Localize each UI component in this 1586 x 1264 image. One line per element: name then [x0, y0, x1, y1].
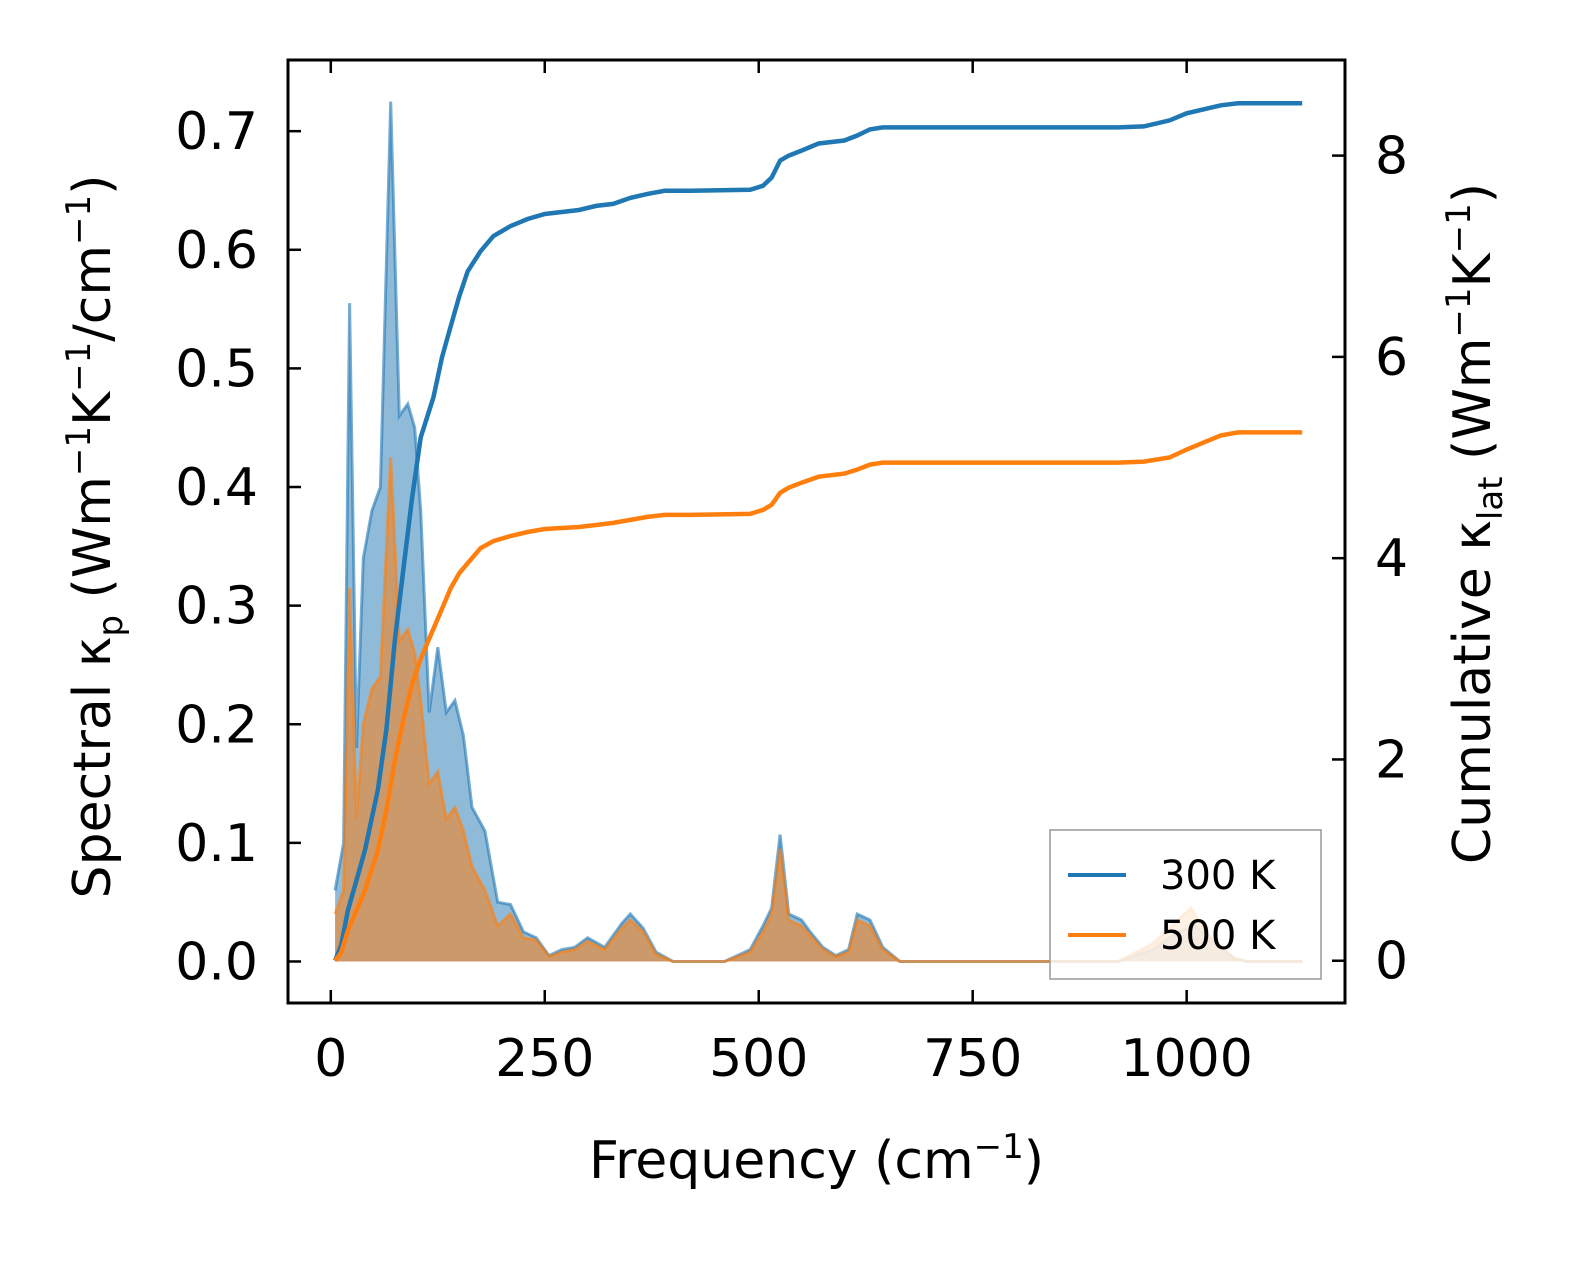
x-axis-title-main: Frequency (cm [589, 1131, 974, 1191]
axis-title-part: −1 [59, 342, 99, 392]
x-axis-title-end: ) [1024, 1131, 1044, 1191]
axis-title-part: ) [63, 175, 123, 195]
legend-label-300k: 300 K [1160, 853, 1277, 899]
x-tick-label: 500 [709, 1029, 808, 1089]
axis-title-part: lat [1471, 476, 1511, 520]
data-lines [333, 101, 1303, 963]
cumulative-line-300k [333, 101, 1303, 962]
y-left-tick-label: 0.1 [175, 814, 258, 874]
axis-title-part: −1 [59, 195, 99, 245]
x-tick-label: 750 [923, 1029, 1022, 1089]
axis-title-part: Cumulative κ [1443, 520, 1503, 864]
x-axis-title-sup: −1 [974, 1127, 1024, 1167]
axis-title-part: −1 [1439, 287, 1479, 337]
axis-title-part: /cm [63, 245, 123, 342]
y-left-tick-label: 0.7 [175, 102, 258, 162]
legend: 300 K 500 K [1049, 829, 1322, 980]
axis-title-part: p [91, 615, 131, 637]
y-right-tick-label: 4 [1375, 529, 1408, 589]
y-right-axis-title: Cumulative κlat (Wm−1K−1) [1439, 183, 1511, 864]
axis-title-part: ) [1443, 183, 1503, 203]
x-axis-title: Frequency (cm−1) [589, 1127, 1044, 1191]
axis-title-part: −1 [1439, 203, 1479, 253]
legend-label-500k: 500 K [1160, 913, 1277, 959]
axis-title-part: K [63, 390, 123, 426]
axis-title-part: K [1443, 251, 1503, 287]
y-left-tick-label: 0.3 [175, 577, 258, 637]
y-left-tick-label: 0.2 [175, 695, 258, 755]
spectral-edge-500k [333, 457, 1303, 963]
spectral-areas [333, 101, 1303, 963]
y-left-tick-label: 0.0 [175, 932, 258, 992]
axis-title-part: (Wm [1443, 338, 1503, 477]
y-left-tick-label: 0.5 [175, 339, 258, 399]
x-tick-label: 250 [495, 1029, 594, 1089]
x-tick-label: 1000 [1120, 1029, 1252, 1089]
y-left-tick-label: 0.4 [175, 458, 258, 518]
axis-title-part: −1 [59, 426, 99, 476]
y-left-axis-title: Spectral κp (Wm−1K−1/cm−1) [59, 175, 131, 899]
x-tick-label: 0 [314, 1029, 347, 1089]
y-right-tick-label: 8 [1375, 127, 1408, 187]
axis-title-part: Spectral κ [63, 637, 123, 899]
axis-title-part: (Wm [63, 476, 123, 615]
spectral-area-500k [335, 457, 1303, 962]
plot-frame [286, 58, 1347, 1005]
legend-box [1049, 829, 1322, 980]
y-left-tick-label: 0.6 [175, 221, 258, 281]
y-right-tick-label: 0 [1375, 932, 1408, 992]
cumulative-line-500k [333, 430, 1303, 963]
axis-ticks: 0 250 500 750 1000 0.0 0.1 0.2 0.3 0.4 0.5 0.6 0.7 0 2… [175, 60, 1408, 1089]
y-right-tick-label: 2 [1375, 730, 1408, 790]
y-right-tick-label: 6 [1375, 328, 1408, 388]
